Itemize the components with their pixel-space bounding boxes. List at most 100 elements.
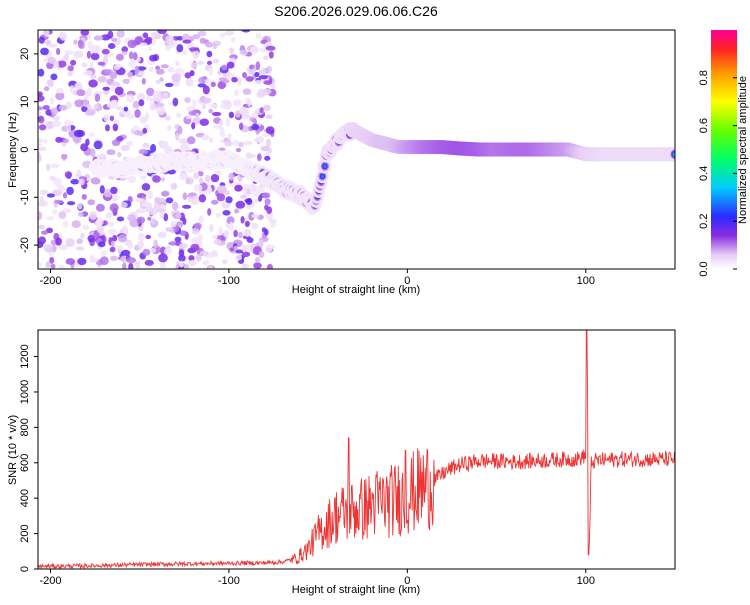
noise-blob	[183, 263, 190, 269]
noise-blob	[73, 50, 84, 59]
noise-blob	[53, 115, 61, 121]
noise-blob	[261, 227, 267, 233]
noise-blob	[109, 246, 116, 253]
noise-blob	[47, 78, 54, 88]
noise-blob	[179, 143, 190, 153]
noise-blob	[46, 216, 55, 221]
noise-blob	[38, 36, 45, 44]
noise-blob	[190, 61, 198, 69]
noise-blob	[38, 200, 48, 207]
noise-blob	[45, 261, 51, 269]
noise-blob	[161, 92, 169, 99]
noise-blob	[104, 69, 113, 74]
noise-blob	[186, 106, 196, 112]
noise-blob	[241, 113, 251, 120]
noise-blob	[160, 64, 169, 69]
noise-blob	[226, 72, 234, 80]
noise-blob	[142, 142, 150, 149]
noise-blob	[221, 64, 228, 71]
noise-blob	[255, 32, 262, 39]
noise-blob	[87, 234, 95, 243]
noise-blob	[216, 193, 226, 202]
noise-blob	[157, 30, 167, 35]
noise-blob	[174, 236, 182, 243]
noise-blob	[228, 172, 235, 181]
noise-blob	[89, 254, 94, 263]
noise-blob	[128, 263, 134, 269]
noise-blob	[107, 228, 118, 235]
noise-blob	[114, 86, 124, 96]
noise-blob	[241, 263, 250, 269]
noise-blob	[229, 47, 234, 54]
noise-blob	[266, 65, 273, 74]
noise-blob	[176, 112, 182, 118]
noise-blob	[183, 50, 188, 56]
noise-blob	[202, 85, 210, 95]
noise-blob	[102, 86, 110, 91]
noise-blob	[254, 198, 260, 203]
snr-line	[38, 330, 675, 569]
noise-blob	[49, 256, 55, 264]
noise-blob	[90, 45, 101, 54]
noise-blob	[262, 104, 271, 112]
noise-blob	[223, 230, 230, 237]
noise-blob	[195, 112, 200, 118]
noise-blob	[38, 68, 45, 77]
noise-blob	[134, 109, 141, 118]
noise-blob	[183, 97, 192, 103]
noise-blob	[62, 208, 72, 213]
noise-blob	[43, 244, 53, 248]
noise-blob	[170, 182, 178, 190]
noise-blob	[77, 211, 84, 217]
noise-blob	[134, 129, 142, 136]
noise-blob	[164, 115, 171, 121]
colorbar: 0.0 0.2 0.4 0.6 0.8 Normalized spectral ampl…	[698, 30, 749, 277]
noise-blob	[260, 185, 265, 193]
noise-blob	[199, 250, 209, 257]
noise-blob	[39, 189, 49, 196]
noise-blob	[264, 244, 273, 253]
noise-blob	[206, 50, 213, 58]
noise-blob	[126, 114, 136, 119]
noise-blob	[193, 172, 200, 180]
noise-blob	[199, 177, 204, 184]
noise-blob	[111, 99, 119, 108]
noise-blob	[206, 60, 213, 65]
noise-blob	[90, 52, 100, 61]
noise-blob	[128, 51, 134, 60]
noise-blob	[73, 39, 78, 45]
noise-blob	[99, 256, 109, 266]
noise-blob	[262, 132, 270, 138]
noise-blob	[233, 229, 238, 238]
noise-blob	[106, 149, 116, 156]
noise-blob	[167, 66, 175, 73]
noise-blob	[202, 104, 206, 109]
noise-blob	[211, 234, 218, 239]
noise-blob	[111, 196, 117, 202]
noise-blob	[215, 212, 221, 218]
noise-blob	[239, 49, 248, 56]
noise-blob	[64, 50, 75, 55]
noise-blob	[174, 81, 180, 86]
noise-blob	[242, 72, 247, 79]
noise-blob	[38, 124, 47, 131]
noise-blob	[80, 232, 85, 239]
noise-blob	[164, 146, 174, 155]
noise-blob	[238, 122, 244, 131]
noise-blob	[105, 124, 110, 132]
noise-blob	[182, 217, 187, 225]
noise-blob	[137, 240, 144, 249]
noise-blob	[137, 232, 145, 242]
noise-blob	[210, 173, 220, 183]
noise-blob	[172, 97, 179, 107]
noise-blob	[93, 35, 104, 41]
noise-blob	[55, 91, 65, 101]
noise-blob	[127, 214, 136, 222]
noise-blob	[175, 132, 180, 141]
noise-blob	[110, 85, 115, 92]
noise-blob	[221, 79, 230, 84]
noise-blob	[233, 100, 242, 107]
noise-blob	[122, 225, 128, 234]
noise-blob	[241, 30, 251, 33]
noise-blob	[155, 68, 165, 75]
